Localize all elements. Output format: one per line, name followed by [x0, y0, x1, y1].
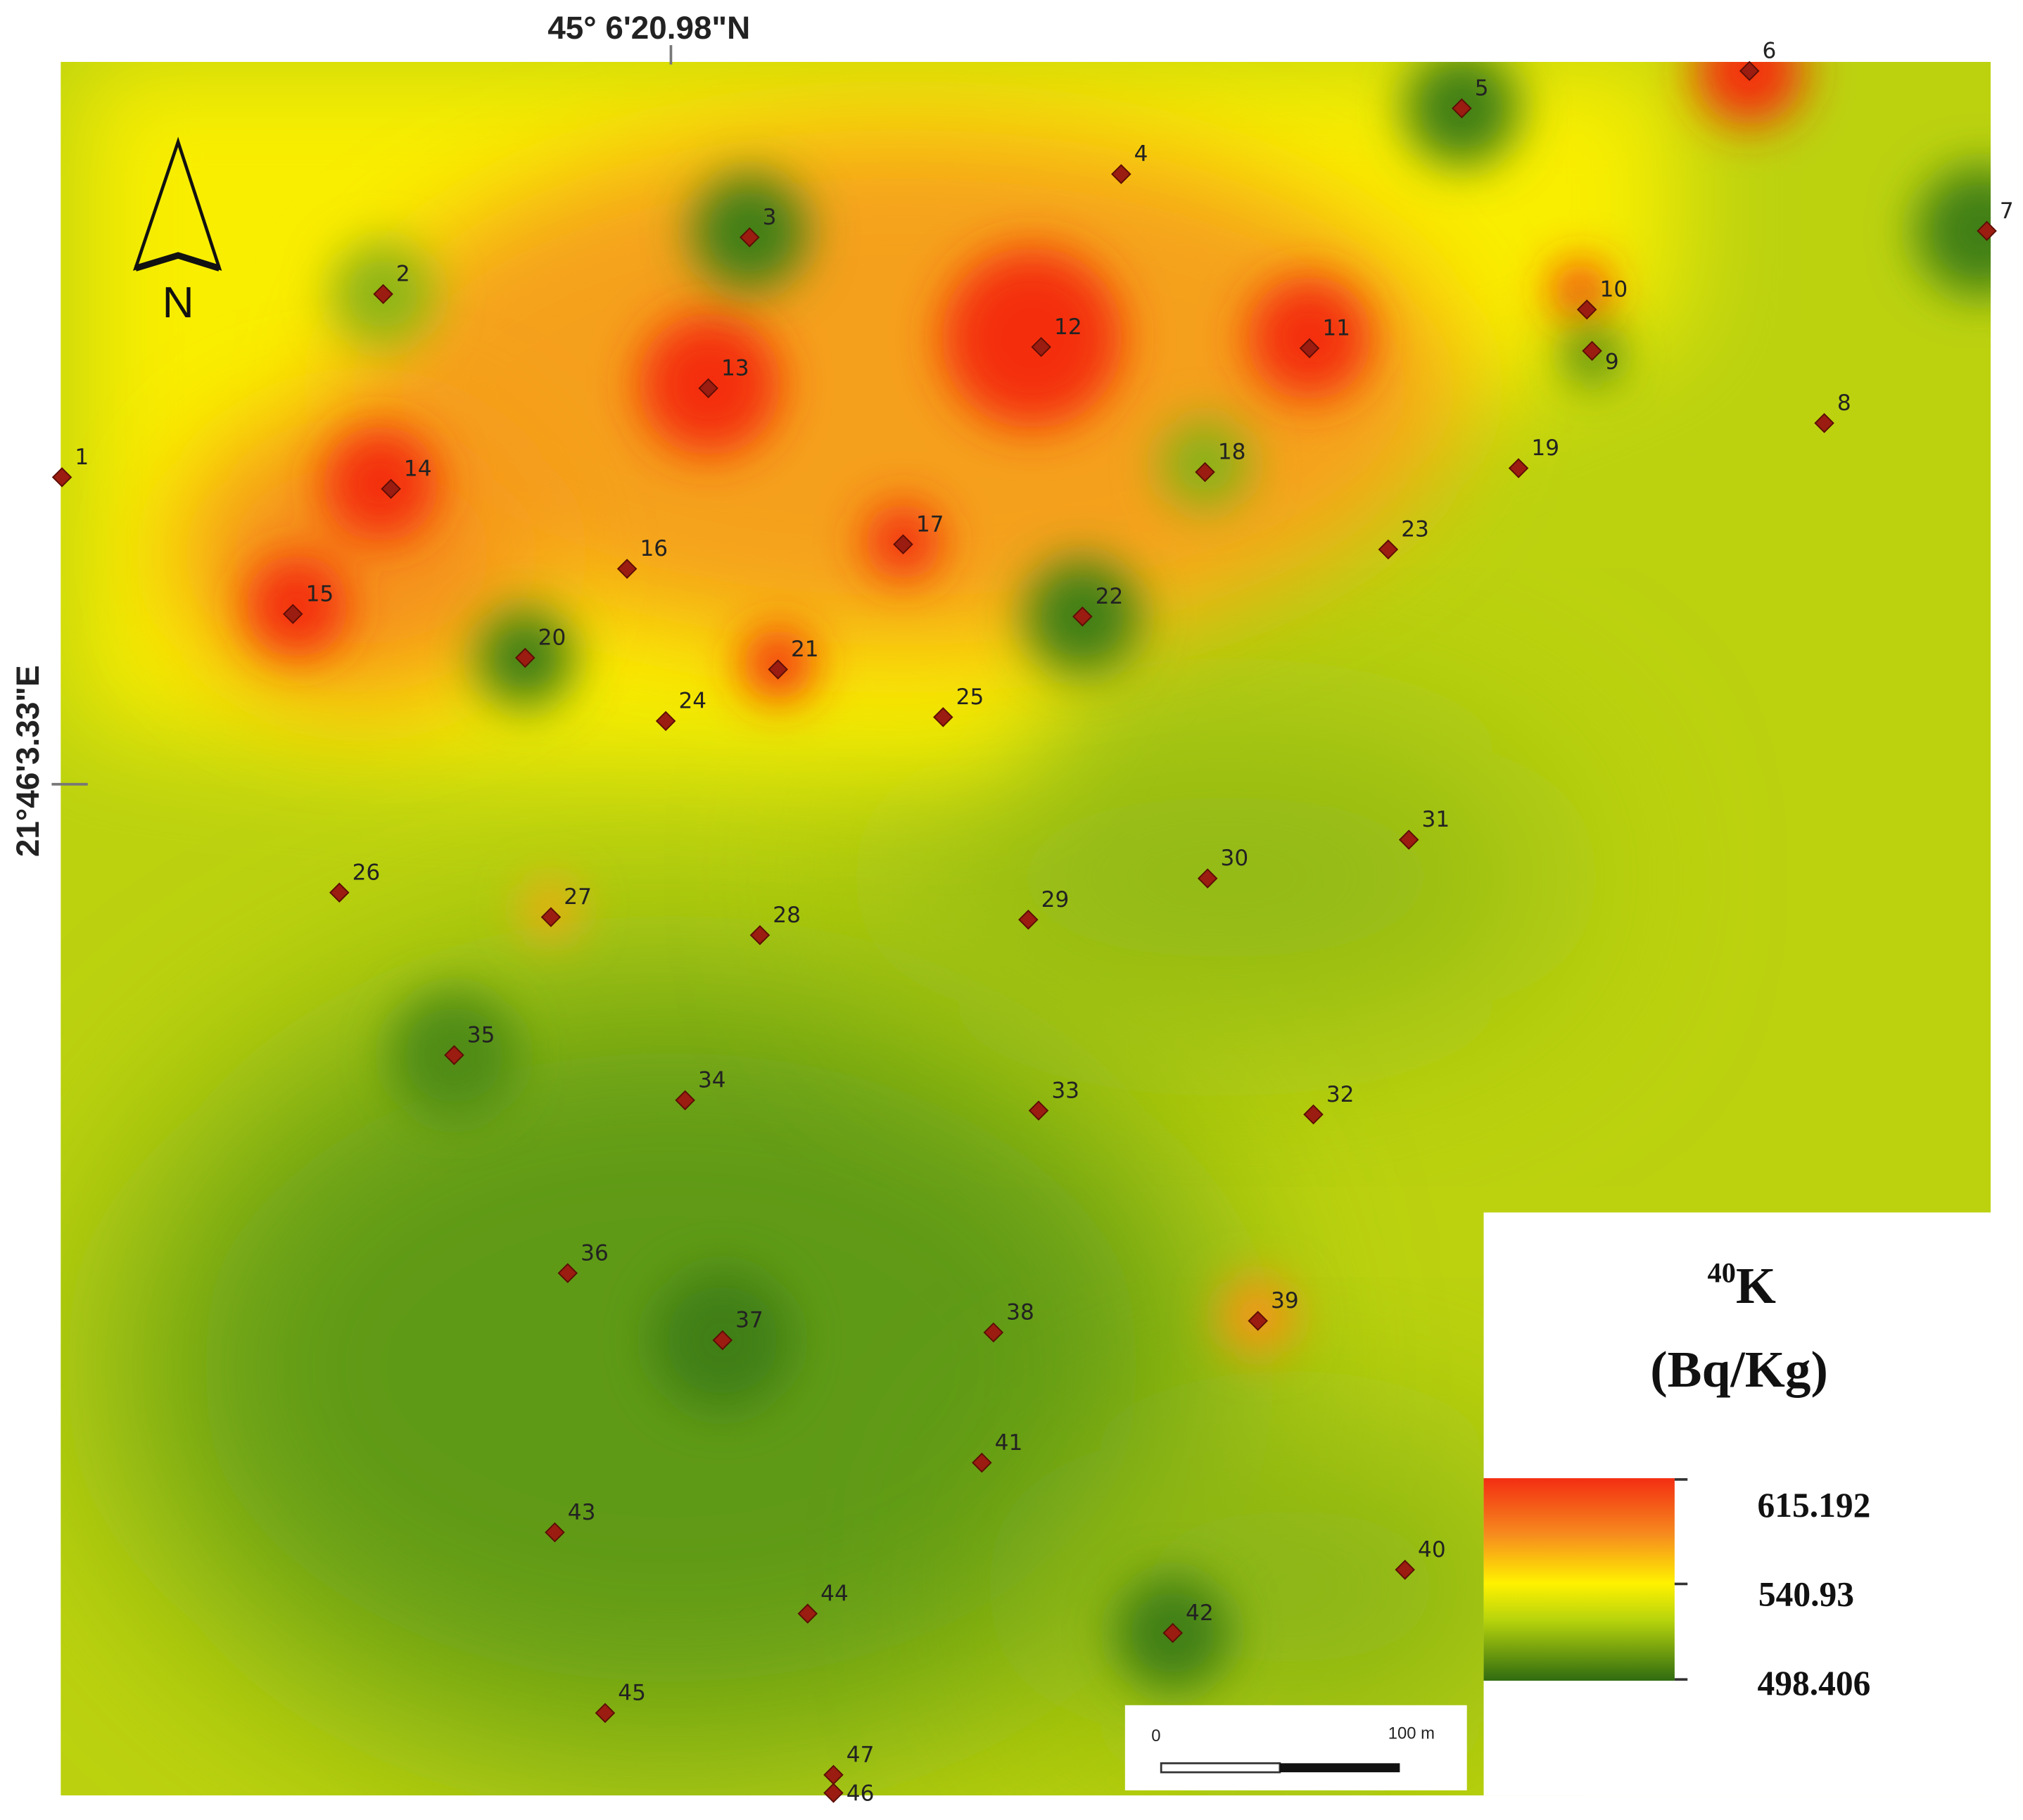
sample-label: 14 [404, 457, 432, 482]
sample-label: 42 [1186, 1601, 1214, 1626]
sample-label: 31 [1422, 807, 1450, 832]
sample-label: 43 [568, 1500, 596, 1525]
scale-end: 100 m [1388, 1724, 1435, 1743]
north-label: N [163, 279, 194, 327]
sample-label: 29 [1041, 887, 1070, 912]
sample-label: 21 [791, 637, 819, 662]
sample-label: 22 [1096, 584, 1124, 609]
sample-label: 33 [1051, 1078, 1079, 1103]
sample-label: 41 [995, 1430, 1023, 1456]
sample-label: 26 [353, 860, 381, 885]
legend-label: 540.93 [1758, 1575, 1854, 1614]
legend-element: K [1736, 1257, 1776, 1314]
latitude-label: 45° 6'20.98"N [547, 10, 750, 46]
sample-label: 30 [1221, 846, 1249, 871]
sample-label: 35 [467, 1022, 495, 1048]
sample-label: 46 [846, 1781, 875, 1806]
sample-label: 37 [735, 1308, 763, 1333]
sample-label: 25 [956, 685, 984, 710]
scale-start: 0 [1151, 1726, 1160, 1745]
sample-label: 23 [1401, 517, 1429, 542]
sample-label: 39 [1271, 1288, 1299, 1313]
sample-label: 32 [1326, 1082, 1355, 1107]
sample-label: 27 [564, 884, 592, 910]
sample-label: 5 [1475, 76, 1489, 101]
sample-label: 4 [1134, 141, 1148, 167]
sample-label: 18 [1218, 440, 1246, 465]
sample-label: 15 [306, 581, 334, 606]
sample-label: 2 [396, 262, 410, 287]
sample-label: 38 [1006, 1300, 1034, 1325]
sample-label: 12 [1054, 314, 1082, 340]
sample-label: 40 [1418, 1537, 1446, 1563]
sample-label: 1 [75, 445, 89, 470]
legend-ramp [1484, 1478, 1675, 1681]
sample-label: 10 [1600, 277, 1628, 303]
sample-label: 34 [698, 1068, 726, 1093]
sample-label: 11 [1322, 316, 1350, 341]
sample-label: 9 [1605, 349, 1619, 374]
sample-label: 19 [1531, 435, 1559, 461]
sample-label: 47 [846, 1742, 875, 1767]
sample-label: 45 [618, 1680, 646, 1705]
sample-label: 36 [581, 1240, 609, 1266]
legend-label: 615.192 [1757, 1486, 1870, 1525]
sample-label: 44 [820, 1581, 849, 1606]
sample-label: 16 [640, 536, 668, 561]
sample-label: 20 [538, 625, 566, 651]
sample-label: 3 [763, 205, 777, 230]
legend-unit: (Bq/Kg) [1650, 1341, 1828, 1398]
sample-label: 7 [2000, 198, 2014, 224]
longitude-label: 21°46'3.33"E [10, 665, 46, 857]
sample-label: 8 [1837, 390, 1851, 416]
scale-bar: 0 100 m [1125, 1705, 1467, 1790]
sample-label: 24 [678, 689, 706, 714]
legend-label: 498.406 [1757, 1664, 1870, 1703]
sample-label: 17 [916, 511, 944, 537]
legend-isotope: 40 [1708, 1256, 1736, 1288]
sample-label: 13 [721, 356, 749, 381]
sample-label: 6 [1763, 39, 1777, 64]
legend: 40K (Bq/Kg) 615.192 540.93 498.406 [1484, 1212, 2023, 1795]
sample-label: 28 [773, 903, 801, 928]
